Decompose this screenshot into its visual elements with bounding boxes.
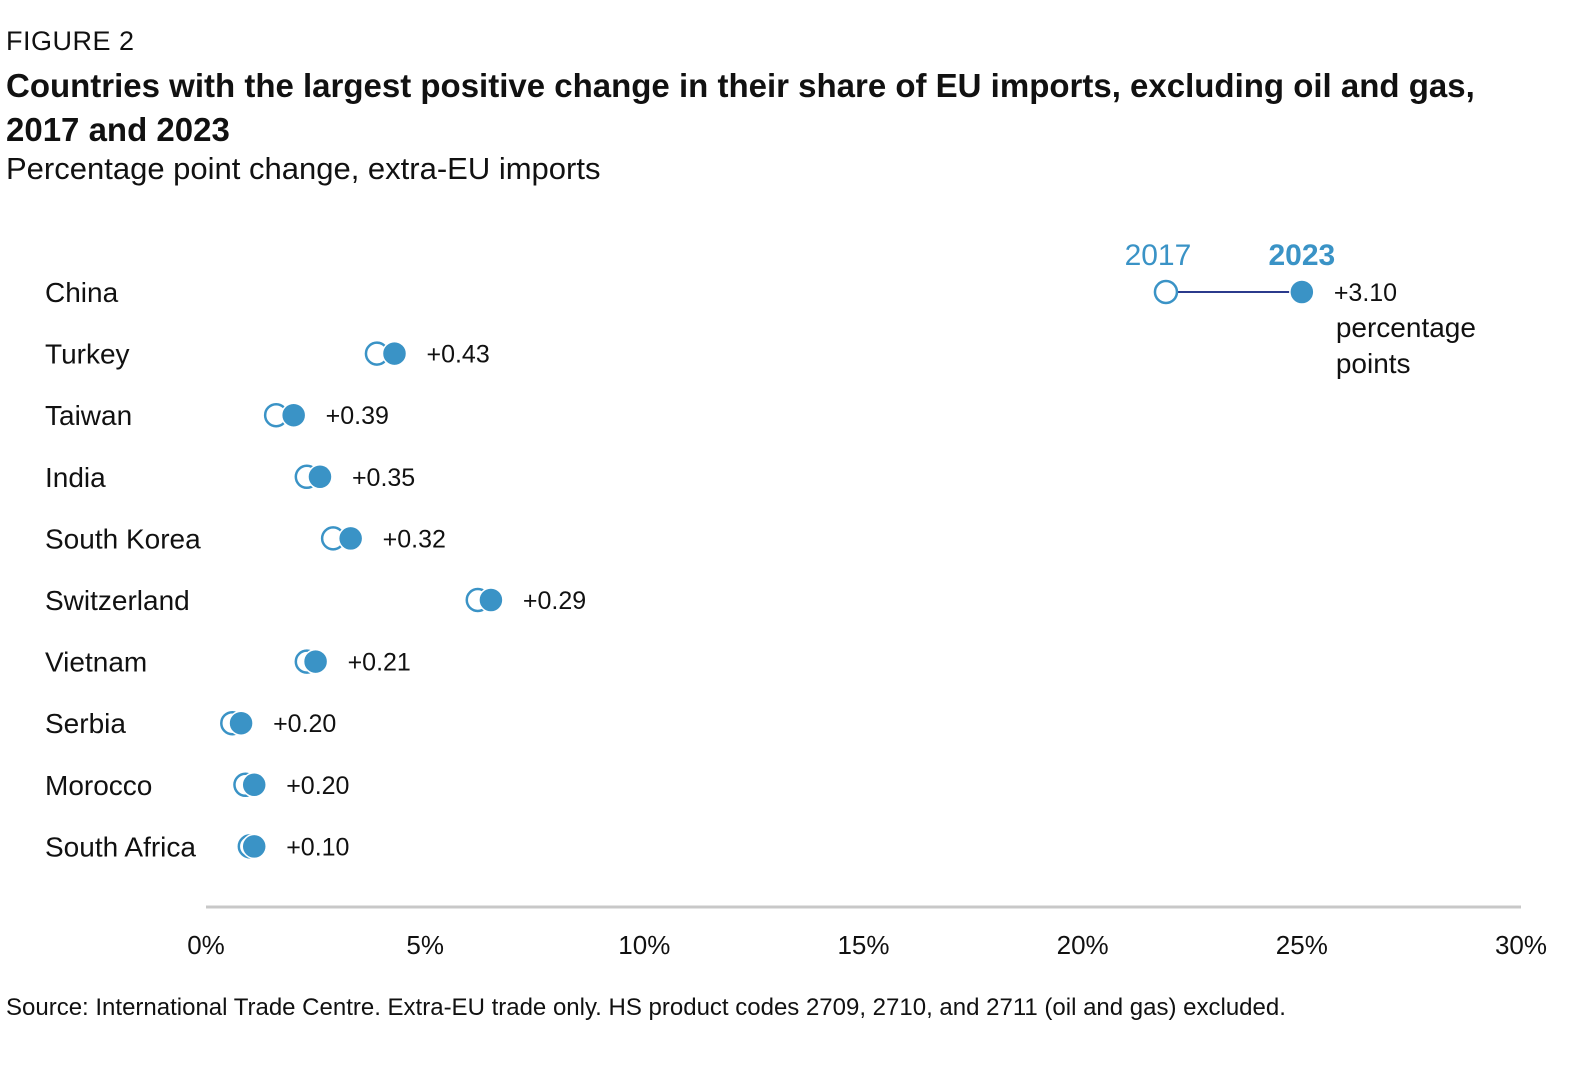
- x-tick-label: 20%: [1057, 930, 1109, 960]
- change-label: +3.10: [1334, 279, 1397, 307]
- change-label: +0.39: [326, 402, 389, 430]
- x-tick-label: 10%: [618, 930, 670, 960]
- x-tick-label: 5%: [406, 930, 444, 960]
- chart-subtitle: Percentage point change, extra-EU import…: [6, 151, 601, 186]
- change-label: +0.35: [352, 464, 415, 492]
- x-tick-label: 0%: [187, 930, 225, 960]
- category-label: Switzerland: [45, 585, 190, 616]
- change-label: +0.20: [286, 772, 349, 800]
- category-label: Turkey: [45, 339, 130, 370]
- x-tick-label: 30%: [1495, 930, 1547, 960]
- change-label: +0.10: [286, 833, 349, 861]
- point-2023: [228, 710, 254, 736]
- figure-label: FIGURE 2: [6, 26, 135, 56]
- unit-note: percentage: [1336, 312, 1476, 343]
- category-label: South Korea: [45, 523, 201, 554]
- change-label: +0.43: [426, 341, 489, 369]
- x-tick-label: 25%: [1276, 930, 1328, 960]
- point-2023: [337, 525, 364, 552]
- category-label: India: [45, 462, 106, 493]
- point-2023: [381, 340, 408, 367]
- change-label: +0.20: [273, 710, 336, 738]
- x-tick-label: 15%: [837, 930, 889, 960]
- category-label: Taiwan: [45, 400, 132, 431]
- point-2023: [478, 587, 504, 613]
- legend-2023: 2023: [1268, 239, 1335, 272]
- point-2023: [1289, 279, 1315, 305]
- point-2023: [241, 833, 267, 860]
- point-2023: [302, 648, 329, 675]
- category-label: Morocco: [45, 770, 152, 801]
- chart-title: Countries with the largest positive chan…: [6, 67, 1475, 148]
- category-label: Vietnam: [45, 647, 147, 678]
- category-label: South Africa: [45, 831, 196, 862]
- category-label: China: [45, 277, 119, 308]
- change-label: +0.32: [383, 525, 446, 553]
- legend-2017: 2017: [1125, 239, 1192, 272]
- change-label: +0.21: [348, 649, 411, 677]
- point-2017: [1153, 279, 1179, 305]
- point-2023: [280, 402, 307, 428]
- category-label: Serbia: [45, 708, 126, 739]
- point-2023: [241, 772, 267, 798]
- source-note: Source: International Trade Centre. Extr…: [6, 994, 1286, 1021]
- change-label: +0.29: [523, 587, 586, 615]
- point-2023: [307, 464, 333, 490]
- unit-note: points: [1336, 348, 1411, 379]
